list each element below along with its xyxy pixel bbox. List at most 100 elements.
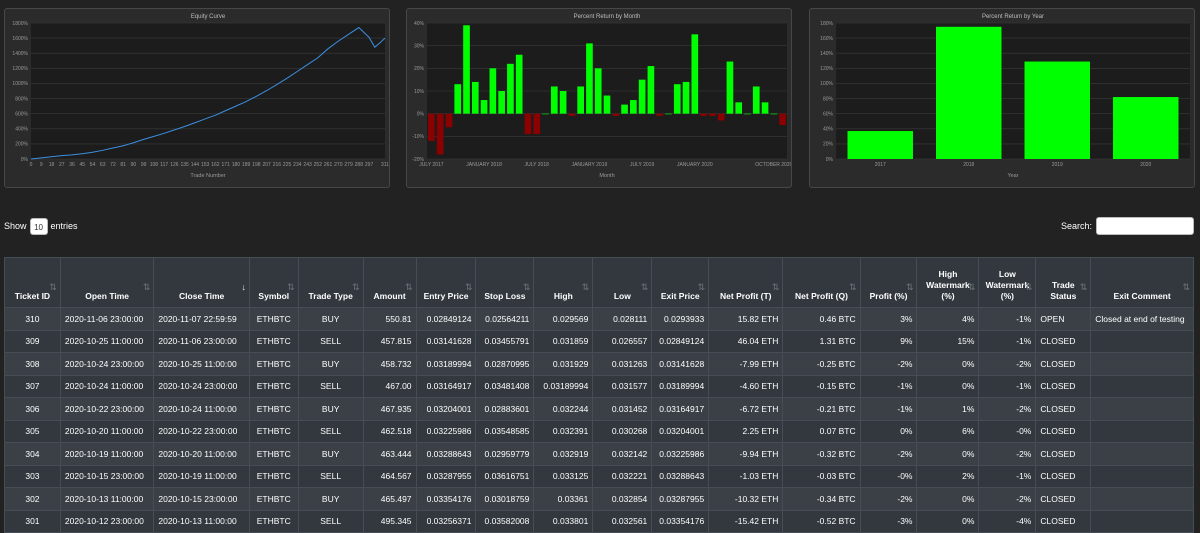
table-cell: ETHBTC <box>248 487 299 511</box>
table-cell: 0.03455791 <box>475 329 535 353</box>
column-header[interactable]: Low ⇅ <box>592 257 653 308</box>
table-cell: 2020-10-22 23:00:00 <box>153 419 250 443</box>
column-header[interactable]: Entry Price ⇅ <box>415 257 477 308</box>
table-cell: 0.02849124 <box>415 307 477 331</box>
column-header[interactable]: Profit (%) ⇅ <box>859 257 918 308</box>
column-header-label: Net Profit (T) <box>720 291 772 301</box>
yearly-x-tick: 2020 <box>1140 162 1151 168</box>
sort-both-icon: ⇅ <box>1024 282 1033 292</box>
column-header-label: Low <box>613 291 631 301</box>
table-cell: -7.99 ETH <box>708 352 784 376</box>
column-header[interactable]: Net Profit (Q) ⇅ <box>782 257 861 308</box>
table-cell: OPEN <box>1035 307 1092 331</box>
table-cell: 309 <box>4 329 61 353</box>
table-cell: 0.032391 <box>533 419 594 443</box>
monthly-x-tick: OCTOBER 2020 <box>755 162 791 168</box>
column-header[interactable]: Exit Comment ⇅ <box>1090 257 1194 308</box>
table-cell: -0.21 BTC <box>782 397 861 421</box>
table-cell <box>1090 487 1194 511</box>
search-input[interactable] <box>1096 217 1194 235</box>
equity-y-tick: 1600% <box>12 36 28 42</box>
yearly-x-tick: 2018 <box>963 162 974 168</box>
table-cell: ETHBTC <box>248 442 299 466</box>
search-label: Search: <box>1060 221 1092 231</box>
sort-both-icon: ⇅ <box>1079 282 1088 292</box>
trades-table: Ticket ID ⇅ Open Time ⇅ Close Time ↓ Symbol ⇅ Tr… <box>4 257 1194 533</box>
table-cell: 2020-10-19 11:00:00 <box>153 464 250 488</box>
table-cell: ETHBTC <box>248 329 299 353</box>
column-header[interactable]: Open Time ⇅ <box>59 257 155 308</box>
column-header[interactable]: Close Time ↓ <box>153 257 250 308</box>
table-cell: CLOSED <box>1035 397 1092 421</box>
table-cell: -0.03 BTC <box>782 464 861 488</box>
table-row: 310 2020-11-06 23:00:00 2020-11-07 22:59:5… <box>4 307 1194 331</box>
sort-both-icon: ⇅ <box>49 282 57 292</box>
monthly-bar <box>454 84 462 114</box>
table-cell: CLOSED <box>1035 487 1092 511</box>
column-header[interactable]: Stop Loss ⇅ <box>475 257 535 308</box>
yearly-x-tick: 2019 <box>1052 162 1063 168</box>
table-cell: -2% <box>859 442 918 466</box>
table-cell: -2% <box>978 397 1037 421</box>
table-cell: 0.03204001 <box>415 397 477 421</box>
table-cell: 0.03288643 <box>415 442 477 466</box>
yearly-y-tick: 140% <box>820 51 833 57</box>
monthly-bar <box>586 43 593 114</box>
equity-x-tick: 234 <box>293 162 302 168</box>
sort-desc-icon: ↓ <box>241 282 246 292</box>
equity-x-tick: 207 <box>262 162 271 168</box>
table-cell: 2020-10-13 11:00:00 <box>59 487 155 511</box>
column-header[interactable]: Ticket ID ⇅ <box>4 257 61 308</box>
monthly-x-tick: JANUARY 2020 <box>677 162 713 168</box>
table-cell: 0.03189994 <box>533 374 594 398</box>
column-header[interactable]: High ⇅ <box>533 257 594 308</box>
table-cell: SELL <box>297 464 364 488</box>
column-header-label: Close Time <box>179 291 225 301</box>
sort-both-icon: ⇅ <box>352 282 360 292</box>
table-cell: 307 <box>4 374 61 398</box>
column-header[interactable]: Trade Status ⇅ <box>1035 257 1092 308</box>
monthly-return-chart: Percent Return by Month Month -20% -10% 0% 10… <box>412 14 791 179</box>
table-cell <box>1090 374 1194 398</box>
monthly-title: Percent Return by Month <box>574 14 641 20</box>
table-row: 308 2020-10-24 23:00:00 2020-10-25 11:00:0… <box>4 352 1194 376</box>
sort-both-icon: ⇅ <box>1182 282 1190 292</box>
table-cell: 2020-11-07 22:59:59 <box>153 307 250 331</box>
table-cell: -2% <box>859 487 918 511</box>
equity-x-tick: 9 <box>40 162 43 168</box>
table-cell: 0.03225986 <box>415 419 477 443</box>
table-cell: -1% <box>978 307 1037 331</box>
equity-x-tick: 117 <box>160 162 168 168</box>
monthly-bar <box>752 86 760 114</box>
table-cell: -0.52 BTC <box>782 509 861 533</box>
table-cell: ETHBTC <box>248 307 299 331</box>
column-header[interactable]: Amount ⇅ <box>362 257 417 308</box>
table-cell: ETHBTC <box>248 419 299 443</box>
monthly-bar <box>647 66 655 114</box>
equity-x-tick: 216 <box>273 162 282 168</box>
yearly-return-panel: Percent Return by Year Year 0% 20% 40% 60% 80%… <box>809 8 1195 188</box>
equity-x-tick: 297 <box>365 162 374 168</box>
monthly-bar <box>568 113 576 116</box>
table-cell: 0.031263 <box>592 352 653 376</box>
column-header[interactable]: Trade Type ⇅ <box>297 257 364 308</box>
column-header[interactable]: Low Watermark (%) ⇅ <box>978 257 1037 308</box>
column-header[interactable]: Symbol ⇅ <box>248 257 299 308</box>
monthly-bar <box>603 95 611 114</box>
table-cell: SELL <box>297 374 364 398</box>
table-cell: 0.026557 <box>592 329 653 353</box>
column-header-label: Exit Comment <box>1113 291 1171 301</box>
entries-length-select[interactable]: 10 <box>29 217 48 235</box>
column-header[interactable]: Net Profit (T) ⇅ <box>708 257 784 308</box>
monthly-bar <box>428 113 435 141</box>
equity-x-tick: 144 <box>191 162 200 168</box>
table-cell: 0.03287955 <box>415 464 477 488</box>
column-header[interactable]: High Watermark (%) ⇅ <box>916 257 980 308</box>
column-header-label: Entry Price <box>423 291 469 301</box>
table-cell <box>1090 329 1194 353</box>
table-cell: 310 <box>4 307 61 331</box>
column-header-label: High Watermark (%) <box>926 269 970 301</box>
column-header[interactable]: Exit Price ⇅ <box>651 257 710 308</box>
equity-x-tick: 81 <box>120 162 126 168</box>
table-cell: 0.032142 <box>592 442 653 466</box>
